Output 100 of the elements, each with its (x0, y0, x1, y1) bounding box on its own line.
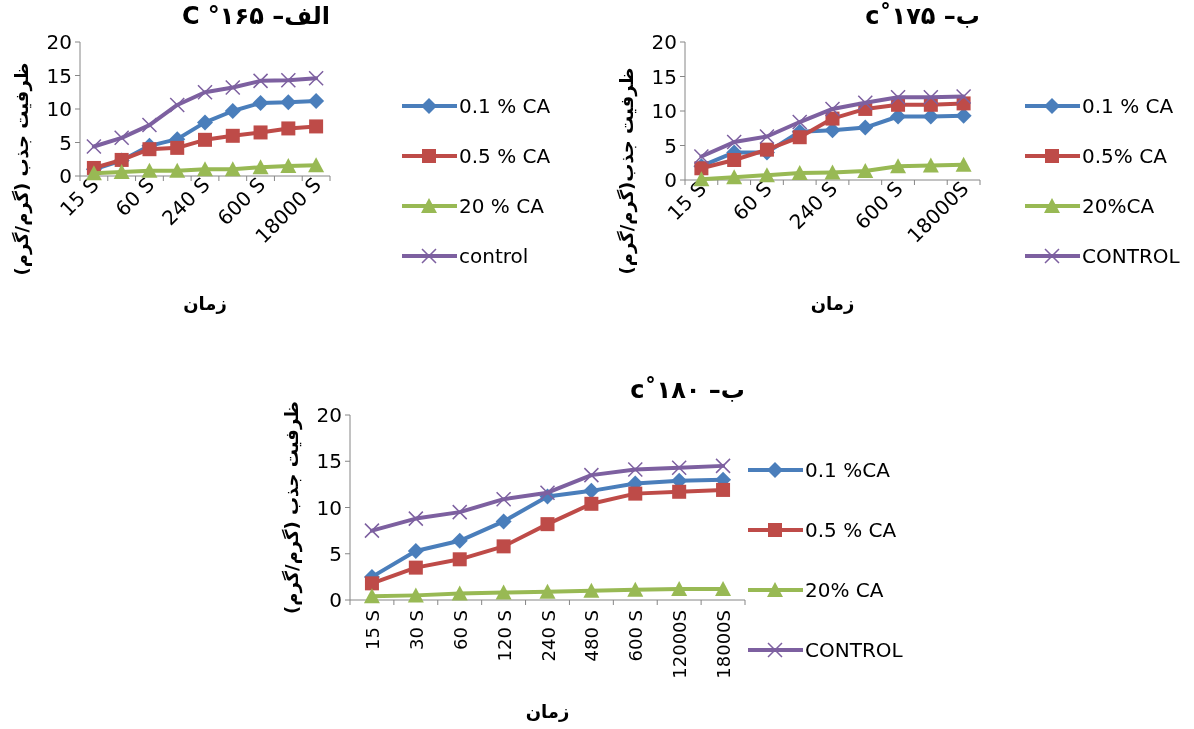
point (363, 588, 380, 604)
x-tick-label: 600 S (850, 176, 908, 235)
y-tick-label: 5 (664, 133, 677, 158)
point (197, 161, 213, 177)
point (495, 491, 512, 507)
point (693, 148, 710, 165)
point (197, 84, 213, 100)
x-axis-title: زمان (525, 701, 570, 722)
point (792, 130, 807, 145)
point (716, 482, 731, 497)
x-tick-label: 240 S (784, 176, 843, 235)
x-tick-label: 60 S (110, 172, 159, 222)
point (308, 92, 325, 109)
point (857, 119, 874, 136)
point (627, 461, 644, 478)
point (539, 583, 556, 599)
point (252, 159, 269, 175)
y-axis-title: ظرفیت جذب(گرم/گرم) (616, 67, 638, 275)
point (583, 582, 600, 598)
x-tick-label: 240 S (157, 172, 215, 231)
point (727, 152, 742, 167)
point (496, 539, 511, 554)
point (253, 125, 268, 140)
point (628, 486, 643, 501)
point (280, 157, 297, 173)
point (627, 581, 644, 597)
point (824, 164, 841, 180)
point (715, 458, 731, 474)
point (791, 114, 808, 130)
point (281, 121, 296, 136)
point (671, 580, 688, 596)
point (407, 542, 424, 559)
y-tick-label: 15 (651, 64, 677, 89)
legend-label: 0.5 % CA (459, 144, 551, 168)
point (309, 119, 324, 134)
y-tick-label: 10 (651, 99, 677, 123)
point (857, 163, 874, 179)
point (583, 467, 600, 483)
point (495, 584, 512, 600)
point (791, 165, 808, 181)
point (923, 89, 939, 105)
chart-title: ب– ۱۷۵˚c (865, 2, 980, 30)
legend-label: 0.5% CA (1082, 144, 1168, 168)
y-tick-label: 5 (329, 541, 342, 566)
point (451, 504, 468, 520)
point (825, 111, 840, 126)
point (955, 88, 972, 105)
x-tick-label: 600 S (625, 610, 647, 662)
point (225, 128, 240, 143)
point (671, 459, 687, 476)
point (922, 157, 939, 173)
legend-label: CONTROL (1082, 244, 1181, 268)
x-tick-label: 240 S (537, 610, 559, 662)
point (141, 162, 158, 178)
point (540, 517, 555, 532)
point (539, 484, 556, 501)
point (890, 158, 907, 174)
point (583, 482, 600, 499)
point (672, 484, 687, 499)
point (726, 134, 742, 150)
point (890, 89, 906, 105)
legend-label: CONTROL (805, 638, 904, 662)
point (451, 585, 468, 601)
y-tick-label: 5 (59, 130, 72, 155)
y-tick-label: 15 (316, 449, 342, 474)
x-tick-label: 120 S (493, 610, 515, 662)
point (955, 156, 972, 172)
point (280, 94, 297, 111)
point (857, 94, 874, 111)
y-tick-label: 20 (651, 30, 677, 54)
y-tick-label: 0 (329, 588, 342, 612)
point (452, 552, 467, 567)
point (252, 94, 269, 111)
y-tick-label: 10 (46, 97, 72, 121)
point (715, 580, 732, 596)
x-axis-title: زمان (183, 293, 227, 314)
x-tick-label: 15 S (361, 610, 383, 651)
y-tick-label: 10 (316, 495, 342, 520)
legend-label: 0.1 % CA (459, 94, 551, 118)
x-tick-label: 18000S (713, 610, 735, 679)
chart-title: الف– ۱۶۵° C (181, 2, 330, 30)
legend-label: 20% CA (805, 578, 884, 602)
y-axis-title: ظرفیت جذب (گرم/گرم) (11, 62, 33, 276)
y-tick-label: 20 (316, 403, 342, 427)
point (142, 142, 157, 157)
legend-label: 0.1 %CA (805, 458, 891, 482)
point (252, 73, 269, 89)
point (495, 513, 512, 530)
point (726, 169, 743, 185)
point (759, 128, 775, 145)
chart-title: ب– ۱۸۰˚c (630, 376, 745, 404)
y-tick-label: 0 (664, 168, 677, 192)
point (86, 138, 102, 155)
y-tick-label: 20 (46, 30, 72, 54)
legend-label: control (459, 244, 529, 268)
x-tick-label: 60 S (728, 176, 777, 226)
y-axis-title: ظرفیت جذب (گرم/گرم) (281, 400, 303, 615)
legend-label: 0.1 % CA (1082, 94, 1174, 118)
point (224, 161, 241, 177)
point (758, 167, 775, 183)
